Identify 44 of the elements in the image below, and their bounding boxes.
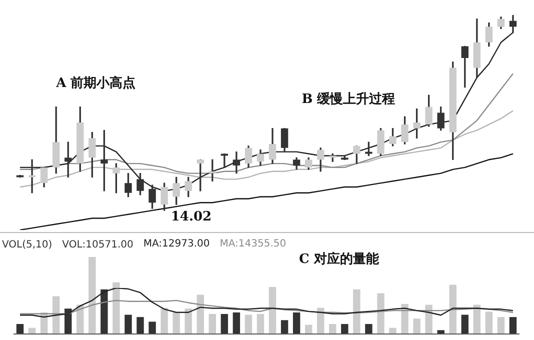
bar [124,314,132,334]
bar [449,284,456,334]
bar [256,314,264,334]
bar [172,312,180,334]
bar [148,322,156,334]
annotation: A 前期小高点 [55,74,136,91]
bar [112,282,120,334]
bar [509,317,517,334]
bar [329,324,336,334]
bar [232,312,240,334]
annotation: B 缓慢上升过程 [302,91,396,108]
bar [196,294,204,334]
bar [389,328,396,334]
bar [425,304,432,334]
series-label: VOL:10571.00 [62,240,134,251]
bar [497,317,505,334]
bar [184,308,192,334]
bar [208,314,216,334]
bar [220,314,228,334]
bar [473,304,481,334]
text: MA:12973.00 [143,238,210,250]
bar [341,324,348,334]
bar [136,317,144,334]
text: MA:14355.50 [220,238,286,250]
bar [16,324,24,334]
bar [365,324,372,334]
bar [280,320,288,334]
chart-title: VOL(5,10) [2,240,52,251]
bar [244,314,252,334]
bar [88,257,96,334]
bar [401,304,408,334]
bar [353,289,360,334]
bar [317,308,324,334]
bar [268,287,276,334]
bar [377,293,384,334]
bar [292,312,300,334]
bar [461,314,468,334]
bar [437,330,444,334]
annotation: 14.02 [170,209,212,224]
bar [100,289,108,334]
bar [160,308,168,334]
bar [413,318,420,334]
annotation: C 对应的量能 [299,251,380,268]
bar [485,312,493,334]
